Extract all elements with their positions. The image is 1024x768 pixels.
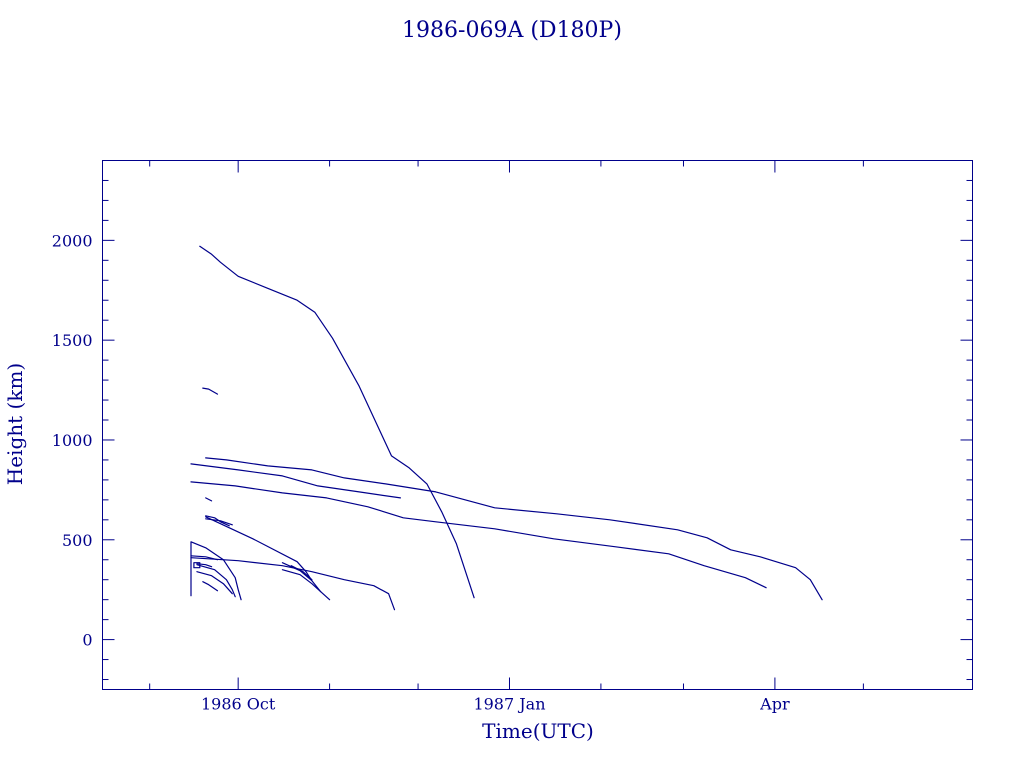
x-tick-label: 1986 Oct [201, 695, 276, 714]
height-trace [196, 564, 236, 598]
x-tick-label: Apr [759, 695, 790, 714]
height-trace [202, 387, 219, 395]
height-trace [196, 563, 213, 568]
y-tick-label: 1000 [52, 431, 93, 450]
height-trace [205, 516, 313, 582]
height-trace [205, 457, 823, 601]
height-trace [193, 562, 201, 569]
height-trace [190, 555, 219, 561]
y-tick-label: 500 [62, 531, 93, 550]
x-axis-title: Time(UTC) [482, 719, 594, 743]
data-series [190, 245, 823, 611]
height-trace [190, 481, 767, 589]
chart-title: 1986-069A (D180P) [402, 18, 622, 43]
height-trace [290, 565, 313, 581]
height-trace [190, 557, 396, 611]
height-trace [199, 245, 475, 599]
height-trace [190, 463, 401, 499]
plot-frame [102, 160, 973, 690]
y-tick-label: 1500 [52, 331, 93, 350]
tick-labels: 0 500 1000 1500 2000 1986 Oct 1987 Jan Apr [52, 231, 790, 713]
x-tick-label: 1987 Jan [473, 695, 545, 714]
height-trace [205, 518, 233, 526]
height-trace [196, 571, 233, 595]
height-trace [281, 569, 322, 593]
y-axis-title: Height (km) [3, 363, 27, 485]
height-trace [202, 581, 219, 592]
y-tick-label: 0 [82, 631, 92, 650]
height-trace [190, 541, 242, 601]
height-trace [281, 562, 331, 601]
y-tick-label: 2000 [52, 231, 93, 250]
height-trace [205, 497, 213, 502]
axis-ticks [102, 160, 973, 690]
